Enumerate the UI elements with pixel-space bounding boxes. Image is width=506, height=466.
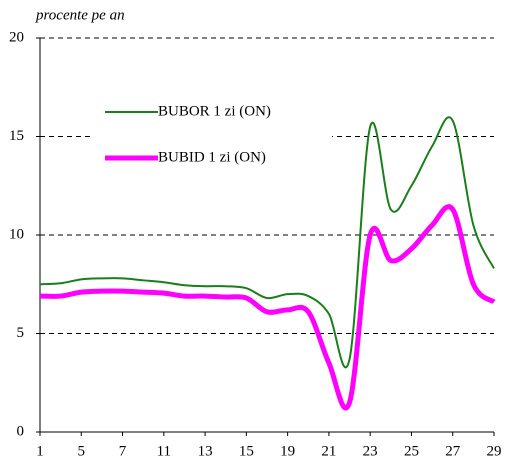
legend-label: BUBID 1 zi (ON) xyxy=(158,149,266,165)
x-tick-label: 5 xyxy=(78,443,86,459)
x-tick-label: 1 xyxy=(36,443,44,459)
series-line xyxy=(39,204,496,411)
x-tick-label: 29 xyxy=(487,443,502,459)
legend-label: BUBOR 1 zi (ON) xyxy=(158,103,271,119)
x-tick-label: 25 xyxy=(404,443,419,459)
y-axis-title: procente pe an xyxy=(35,7,125,23)
x-tick-label: 21 xyxy=(321,443,336,459)
y-tick-label: 10 xyxy=(9,226,24,242)
x-tick-label: 27 xyxy=(445,443,461,459)
x-tick-label: 15 xyxy=(239,443,254,459)
y-tick-label: 20 xyxy=(9,29,24,45)
x-tick-label: 13 xyxy=(198,443,213,459)
y-tick-label: 5 xyxy=(17,325,25,341)
series-line xyxy=(39,116,495,369)
x-tick-label: 11 xyxy=(157,443,171,459)
y-tick-label: 0 xyxy=(17,423,25,439)
x-tick-label: 19 xyxy=(280,443,295,459)
x-tick-label: 7 xyxy=(119,443,127,459)
legend-background xyxy=(92,96,332,174)
y-tick-label: 15 xyxy=(9,128,24,144)
x-tick-label: 23 xyxy=(363,443,378,459)
